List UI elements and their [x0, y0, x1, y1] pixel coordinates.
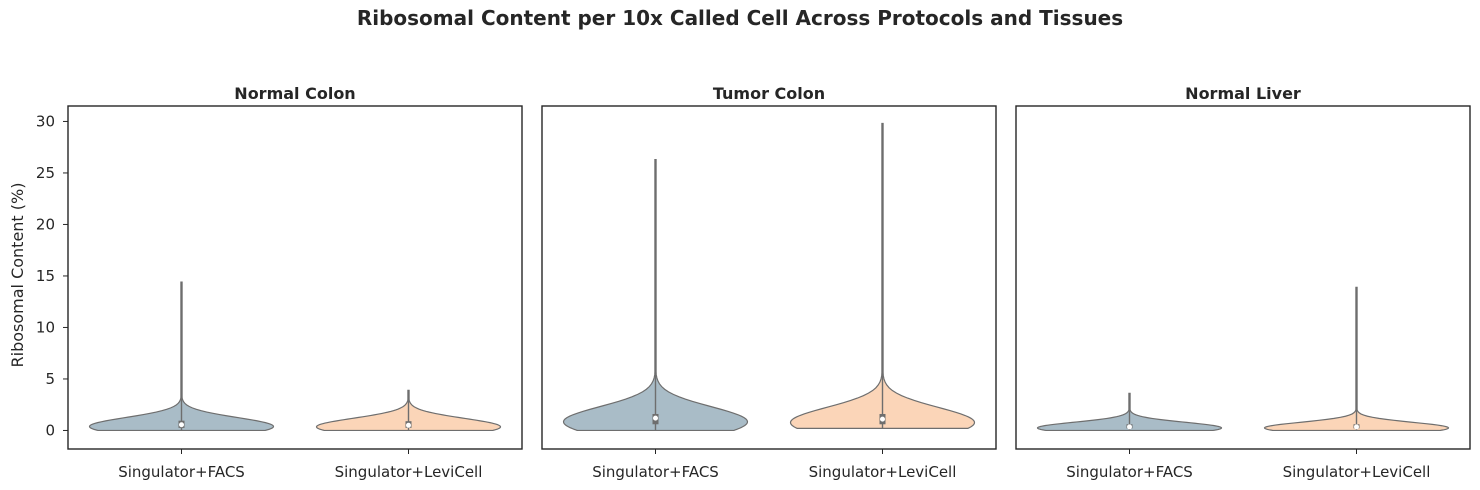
- panels-group: Normal Colon 0 5 10 15 20 25 30 Singulator+FACS S…: [36, 84, 1471, 481]
- panel-title: Normal Colon: [234, 84, 355, 103]
- y-tick-label: 10: [36, 318, 55, 336]
- panel-frame: [541, 105, 997, 450]
- panel-title: Normal Liver: [1185, 84, 1301, 103]
- panel-1: Normal Colon 0 5 10 15 20 25 30 Singulator+FACS S…: [36, 84, 523, 481]
- violin-median-point: [179, 422, 184, 428]
- violin-median-point: [1354, 424, 1359, 430]
- violin-median-point: [653, 415, 658, 421]
- chart-title: Ribosomal Content per 10x Called Cell Ac…: [357, 6, 1123, 30]
- panel-frame: [67, 105, 523, 450]
- y-tick-label: 0: [45, 421, 55, 439]
- y-tick-label: 25: [36, 164, 55, 182]
- x-tick-label: Singulator+LeviCell: [335, 463, 483, 481]
- panel-3: Normal Liver Singulator+FACS Singulator+Le…: [1015, 84, 1471, 481]
- x-tick-label: Singulator+FACS: [592, 463, 719, 481]
- panel-frame: [1015, 105, 1471, 450]
- violin-median-point: [406, 422, 411, 428]
- panel-2: Tumor Colon Singulator+FACS Singulator+Lev…: [541, 84, 997, 481]
- x-tick-label: Singulator+FACS: [118, 463, 245, 481]
- violin-median-point: [880, 416, 885, 422]
- x-tick-label: Singulator+LeviCell: [1283, 463, 1431, 481]
- y-tick-label: 5: [45, 370, 55, 388]
- y-tick-label: 20: [36, 215, 55, 233]
- y-axis-label: Ribosomal Content (%): [8, 183, 27, 368]
- y-tick-label: 30: [36, 112, 55, 130]
- x-tick-label: Singulator+LeviCell: [809, 463, 957, 481]
- panel-title: Tumor Colon: [713, 84, 825, 103]
- violin-median-point: [1127, 424, 1132, 430]
- x-tick-label: Singulator+FACS: [1066, 463, 1193, 481]
- y-tick-label: 15: [36, 267, 55, 285]
